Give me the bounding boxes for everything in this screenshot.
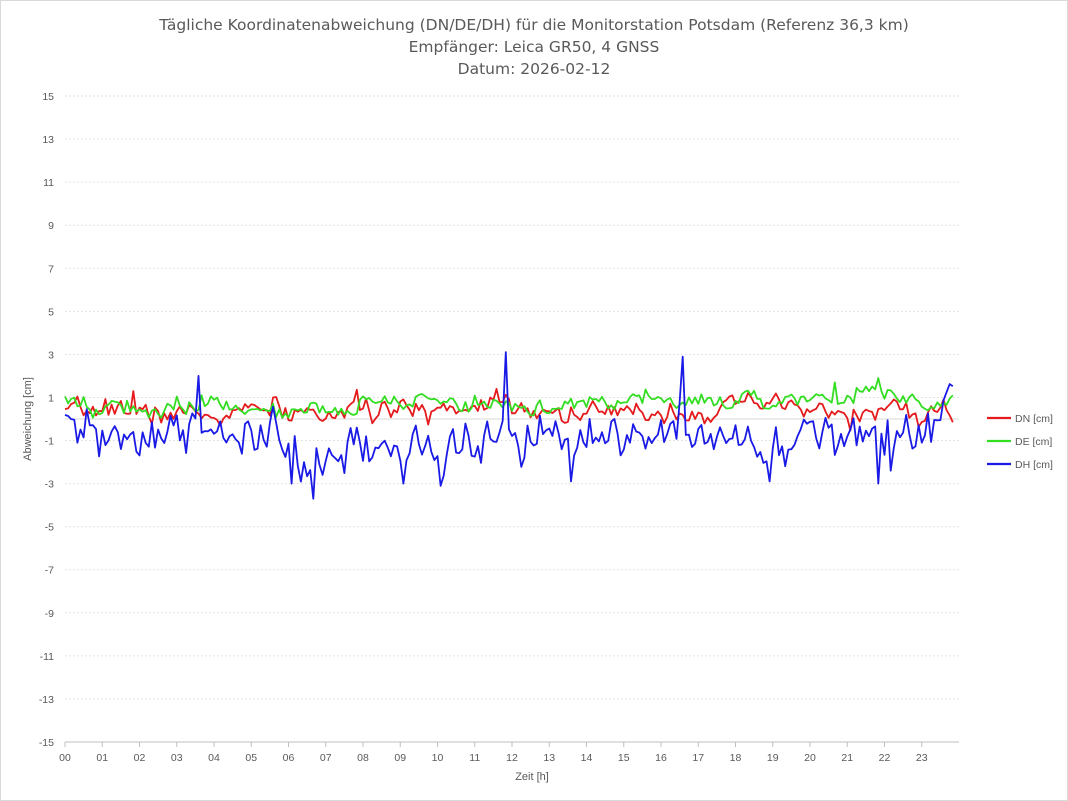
x-tick-label: 10 xyxy=(432,752,444,764)
legend: DN [cm] DE [cm] DH [cm] xyxy=(987,413,1053,471)
x-tick-label: 23 xyxy=(916,752,928,764)
x-tick-label: 04 xyxy=(208,752,220,764)
legend-label: DN [cm] xyxy=(1015,413,1053,425)
x-tick-label: 16 xyxy=(655,752,667,764)
x-tick-label: 12 xyxy=(506,752,518,764)
chart-title-line-3: Datum: 2026-02-12 xyxy=(458,60,611,78)
x-tick-label: 13 xyxy=(543,752,555,764)
legend-item: DN [cm] xyxy=(987,413,1053,425)
x-tick-label: 05 xyxy=(245,752,257,764)
legend-item: DH [cm] xyxy=(987,459,1053,471)
y-tick-label: -3 xyxy=(45,479,54,491)
x-tick-label: 00 xyxy=(59,752,71,764)
y-axis-title: Abweichung [cm] xyxy=(22,377,34,461)
y-tick-label: 3 xyxy=(48,349,54,361)
y-tick-label: 11 xyxy=(43,177,54,189)
y-tick-label: 15 xyxy=(42,91,54,103)
y-tick-label: 7 xyxy=(48,263,54,275)
x-tick-label: 19 xyxy=(767,752,779,764)
x-tick-label: 14 xyxy=(581,752,593,764)
y-axis-ticks: 15 13 11 9 7 5 3 1 -1 -3 -5 -7 -9 -11 -13 -15 xyxy=(39,91,54,749)
chart-title-line-2: Empfänger: Leica GR50, 4 GNSS xyxy=(409,38,660,56)
y-tick-label: 13 xyxy=(42,134,54,146)
chart-title-line-1: Tägliche Koordinatenabweichung (DN/DE/DH… xyxy=(158,16,909,34)
y-tick-label: 5 xyxy=(48,306,54,318)
x-tick-label: 01 xyxy=(96,752,108,764)
y-tick-label: -15 xyxy=(39,737,54,749)
y-tick-label: -11 xyxy=(40,651,55,663)
x-tick-label: 18 xyxy=(730,752,742,764)
legend-label: DH [cm] xyxy=(1015,459,1053,471)
x-tick-label: 08 xyxy=(357,752,369,764)
x-tick-label: 17 xyxy=(692,752,704,764)
series-line-dn xyxy=(64,387,954,432)
series-lines xyxy=(64,351,954,500)
x-tick-label: 06 xyxy=(283,752,295,764)
x-tick-label: 21 xyxy=(841,752,853,764)
series-line-de xyxy=(64,377,954,419)
series-line-dh xyxy=(64,351,954,500)
x-tick-label: 03 xyxy=(171,752,183,764)
x-axis-title: Zeit [h] xyxy=(515,771,549,783)
x-axis-ticks: 00 01 02 03 04 05 06 07 08 09 10 11 12 13 14 15 16 17 18 19… xyxy=(59,741,959,764)
y-tick-label: -5 xyxy=(45,522,54,534)
y-tick-label: -9 xyxy=(45,608,54,620)
x-tick-label: 22 xyxy=(879,752,891,764)
y-tick-label: 1 xyxy=(48,392,54,404)
y-tick-label: -1 xyxy=(45,436,54,448)
x-tick-label: 20 xyxy=(804,752,816,764)
chart-title: Tägliche Koordinatenabweichung (DN/DE/DH… xyxy=(158,16,909,78)
y-tick-label: -13 xyxy=(39,694,54,706)
x-tick-label: 09 xyxy=(394,752,406,764)
y-tick-label: 9 xyxy=(48,220,54,232)
x-tick-label: 15 xyxy=(618,752,630,764)
y-tick-label: -7 xyxy=(45,565,54,577)
x-tick-label: 07 xyxy=(320,752,332,764)
x-tick-label: 02 xyxy=(134,752,146,764)
x-tick-label: 11 xyxy=(469,752,480,764)
legend-label: DE [cm] xyxy=(1015,436,1052,448)
legend-item: DE [cm] xyxy=(987,436,1052,448)
